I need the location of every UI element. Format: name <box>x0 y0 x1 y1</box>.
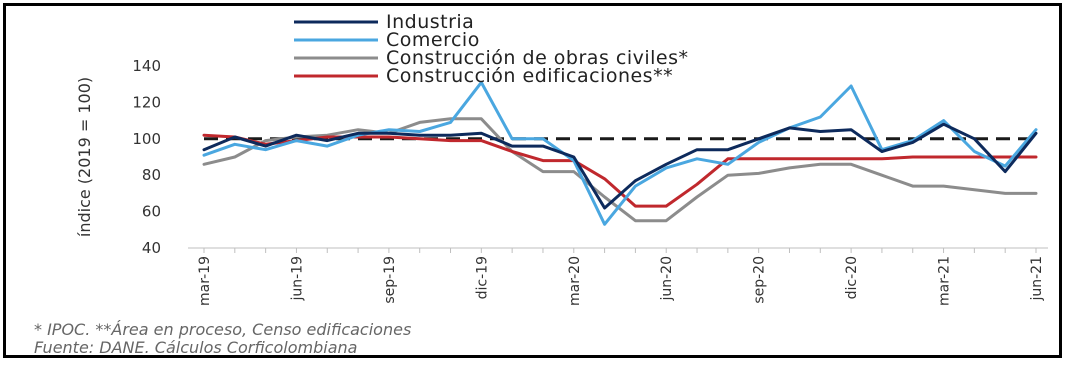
axes: 40 60 80 100 120 140 índice (2019 = 100) mar-19… <box>75 57 1048 306</box>
legend-label-0: Industria <box>386 11 474 33</box>
x-tick-label: jun-19 <box>289 256 305 302</box>
x-tick-label: mar-21 <box>937 256 953 306</box>
series-line-2 <box>202 117 1038 223</box>
footnote: * IPOC. **Área en proceso, Censo edifica… <box>34 320 412 339</box>
y-tick-label: 100 <box>132 130 161 148</box>
x-tick-label: dic-19 <box>474 256 490 299</box>
y-tick-label: 80 <box>142 166 161 184</box>
y-tick-label: 40 <box>142 239 161 257</box>
y-tick-label: 60 <box>142 203 161 221</box>
y-tick-label: 140 <box>132 57 161 75</box>
legend-label-3: Construcción edificaciones** <box>386 65 673 87</box>
series-lines <box>202 80 1038 226</box>
x-tick-label: mar-20 <box>567 256 583 306</box>
x-tick-label: jun-21 <box>1029 256 1045 302</box>
x-tick-label: sep-19 <box>382 256 398 304</box>
line-chart: 40 60 80 100 120 140 índice (2019 = 100) mar-19… <box>75 11 1048 306</box>
x-tick-label: dic-20 <box>844 256 860 299</box>
y-axis-title: índice (2019 = 100) <box>75 77 94 237</box>
chart-frame: 40 60 80 100 120 140 índice (2019 = 100) mar-19… <box>3 3 1062 358</box>
y-tick-label: 120 <box>132 93 161 111</box>
x-tick-label: sep-20 <box>752 256 768 304</box>
series-line-0 <box>202 122 1038 210</box>
x-tick-label: jun-20 <box>659 256 675 302</box>
series-line-1 <box>202 80 1038 226</box>
x-tick-label: mar-19 <box>197 256 213 306</box>
legend-label-2: Construcción de obras civiles* <box>386 47 689 69</box>
legend-label-1: Comercio <box>386 29 480 51</box>
source-note: Fuente: DANE. Cálculos Corficolombiana <box>34 338 358 357</box>
